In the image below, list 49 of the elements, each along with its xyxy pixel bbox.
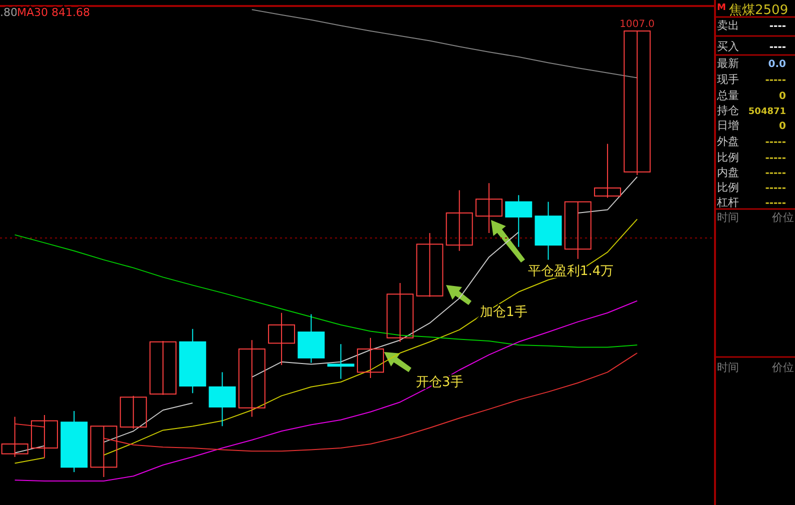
text: 日增 — [717, 119, 739, 132]
text: MA30 841.68 — [17, 6, 90, 19]
text: 卖出 — [717, 19, 739, 32]
candlestick — [327, 344, 354, 380]
candlestick — [238, 340, 266, 418]
text: 外盘 — [717, 135, 739, 148]
candlestick — [1, 416, 28, 458]
text: 504871 — [748, 107, 786, 117]
text: 买入 — [717, 40, 739, 53]
candlestick — [356, 337, 384, 378]
text: 0 — [779, 121, 786, 132]
text: ----- — [765, 75, 786, 86]
candlestick — [120, 395, 147, 430]
text: 杠杆 — [716, 196, 739, 209]
candlestick — [30, 414, 58, 458]
text: 0 — [779, 91, 786, 102]
candlestick — [594, 143, 622, 198]
candlestick — [564, 201, 592, 260]
candlestick — [268, 312, 296, 366]
text: ----- — [765, 183, 786, 194]
candlestick — [476, 182, 502, 234]
text: 总量 — [716, 89, 739, 102]
text: 1007.0 — [620, 19, 655, 30]
text: ----- — [765, 198, 786, 209]
text: ----- — [765, 153, 786, 164]
candlestick — [386, 282, 414, 342]
candlestick — [90, 426, 118, 478]
text: 时间 — [717, 361, 739, 374]
candlestick — [416, 232, 444, 298]
text: 焦煤2509 — [729, 3, 788, 18]
candlestick — [624, 30, 651, 176]
text: ---- — [769, 21, 786, 32]
text: 0.0 — [768, 59, 786, 70]
text: 时间 — [717, 211, 739, 224]
text: M — [717, 3, 726, 13]
text: ---- — [769, 42, 786, 53]
text: 最新 — [717, 57, 739, 70]
candlestick — [150, 340, 176, 396]
text: .80 — [0, 6, 18, 19]
text: ----- — [765, 137, 786, 148]
candlestick — [446, 190, 473, 252]
text: ----- — [765, 168, 786, 179]
text: 内盘 — [717, 166, 739, 179]
text: 持仓 — [717, 104, 739, 117]
text: 价位 — [771, 211, 794, 224]
text: 比例 — [717, 151, 739, 164]
text: 比例 — [717, 181, 739, 194]
text: 价位 — [771, 361, 794, 374]
text: 现手 — [717, 73, 739, 86]
